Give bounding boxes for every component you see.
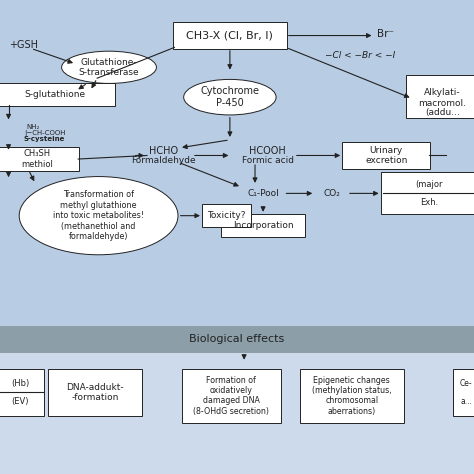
Text: (major: (major [415, 181, 443, 189]
Text: (EV): (EV) [11, 398, 28, 406]
Text: Incorporation: Incorporation [233, 221, 293, 229]
Text: (addu...: (addu... [425, 109, 460, 117]
Ellipse shape [62, 51, 156, 83]
Text: HCHO: HCHO [149, 146, 178, 156]
FancyBboxPatch shape [406, 75, 474, 118]
Text: NH₂: NH₂ [26, 124, 39, 130]
Text: −Cl < −Br < −I: −Cl < −Br < −I [325, 52, 395, 60]
Text: Formaldehyde: Formaldehyde [131, 156, 196, 164]
FancyBboxPatch shape [0, 147, 79, 171]
Text: Cytochrome
P-450: Cytochrome P-450 [201, 86, 259, 108]
FancyBboxPatch shape [381, 172, 474, 214]
FancyBboxPatch shape [182, 369, 281, 423]
Text: S-cysteine: S-cysteine [24, 137, 65, 142]
Text: DNA-addukt-
-formation: DNA-addukt- -formation [66, 383, 124, 402]
FancyBboxPatch shape [300, 369, 404, 423]
Text: CO₂: CO₂ [323, 189, 340, 198]
Text: Toxicity?: Toxicity? [207, 211, 246, 220]
FancyBboxPatch shape [47, 369, 142, 416]
Bar [0, 353, 474, 474]
Text: |−CH-COOH: |−CH-COOH [24, 130, 65, 137]
FancyBboxPatch shape [0, 369, 44, 416]
Bar [0, 0, 474, 353]
Ellipse shape [183, 79, 276, 115]
Text: macromol.: macromol. [418, 99, 466, 108]
Text: Ce-: Ce- [460, 380, 472, 388]
Text: (Hb): (Hb) [11, 380, 29, 388]
Text: Transformation of
methyl glutathione
into toxic metabolites!
(methanethiol and
f: Transformation of methyl glutathione int… [53, 191, 144, 241]
Text: HCOOH: HCOOH [249, 146, 286, 156]
Text: Alkylati-: Alkylati- [424, 89, 461, 97]
Text: Urinary
excretion: Urinary excretion [365, 146, 408, 165]
FancyBboxPatch shape [453, 369, 474, 416]
Text: Formation of
oxidatively
damaged DNA
(8-OHdG secretion): Formation of oxidatively damaged DNA (8-… [193, 376, 269, 416]
Text: Exh.: Exh. [420, 199, 438, 207]
Text: S-glutathione: S-glutathione [24, 91, 85, 99]
FancyBboxPatch shape [202, 204, 251, 227]
Text: Br⁻: Br⁻ [377, 29, 394, 39]
Ellipse shape [19, 176, 178, 255]
FancyBboxPatch shape [342, 142, 430, 169]
FancyBboxPatch shape [0, 83, 115, 106]
FancyBboxPatch shape [173, 22, 286, 49]
Text: CH3-X (Cl, Br, I): CH3-X (Cl, Br, I) [186, 30, 273, 41]
Text: Epigenetic changes
(methylation status,
chromosomal
aberrations): Epigenetic changes (methylation status, … [312, 376, 392, 416]
Text: Biological effects: Biological effects [190, 334, 284, 345]
Text: CH₃SH
methiol: CH₃SH methiol [21, 149, 53, 169]
FancyBboxPatch shape [221, 214, 305, 237]
Text: +GSH: +GSH [9, 40, 37, 50]
Text: a...: a... [460, 398, 472, 406]
Bar [0, 326, 474, 353]
Text: Glutathione-
S-transferase: Glutathione- S-transferase [79, 58, 139, 77]
Text: Formic acid: Formic acid [242, 156, 294, 164]
Text: C₁-Pool: C₁-Pool [247, 189, 279, 198]
